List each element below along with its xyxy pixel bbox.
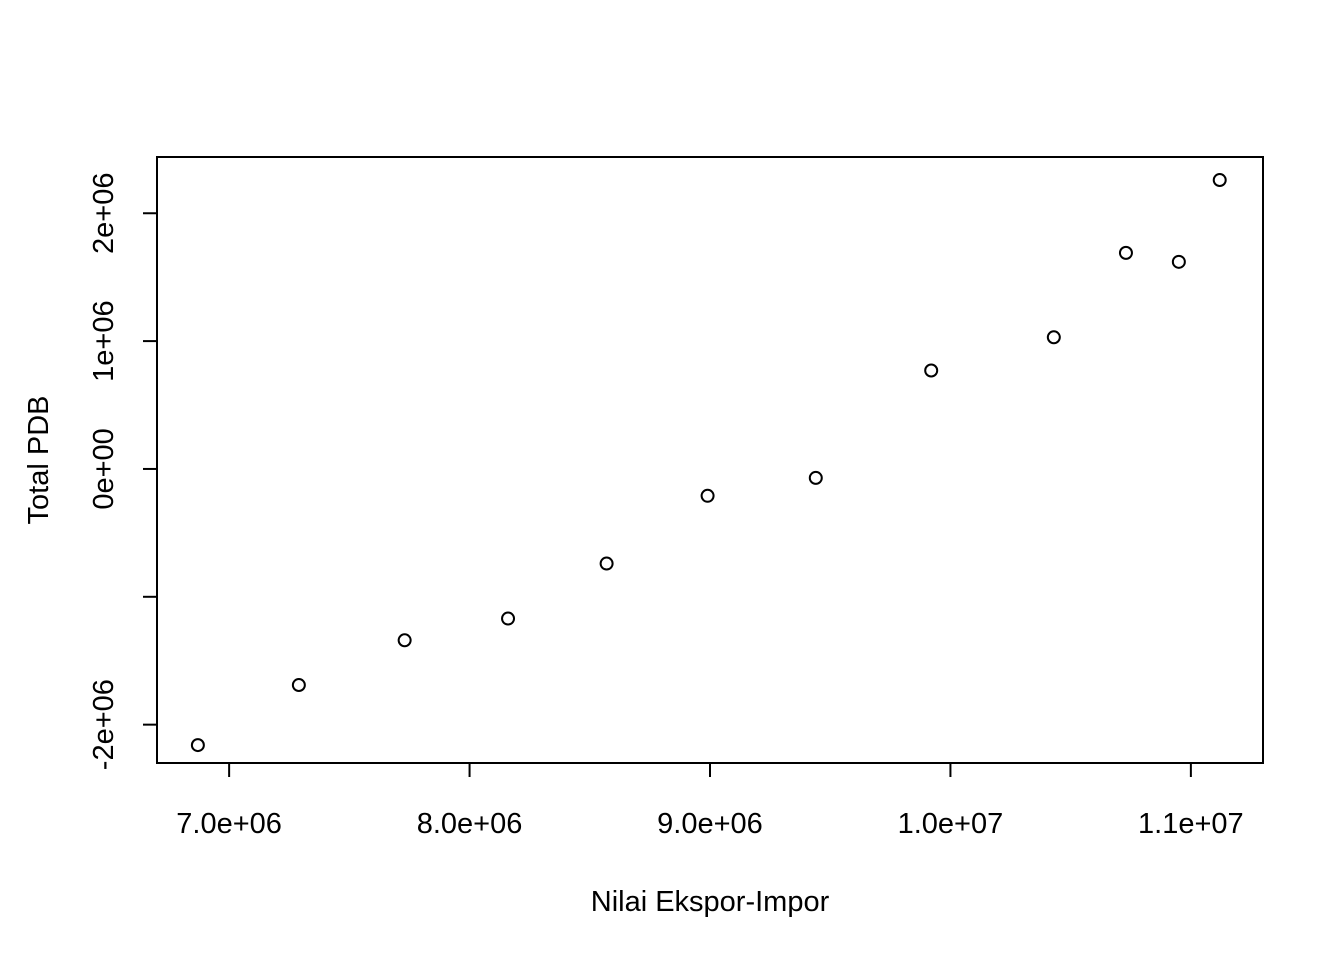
data-point	[1212, 173, 1227, 188]
data-point	[291, 678, 306, 693]
data-point	[924, 363, 939, 378]
x-tick-label: 7.0e+06	[176, 808, 282, 840]
x-tick-label: 1.0e+07	[898, 808, 1004, 840]
x-tick-label: 1.1e+07	[1138, 808, 1244, 840]
y-tick-label: 2e+06	[88, 173, 120, 254]
data-point	[700, 488, 715, 503]
y-tick-label: -2e+06	[88, 679, 120, 770]
data-point	[1171, 254, 1186, 269]
y-axis: -2e+06 0e+00 1e+06 2e+06	[88, 173, 158, 770]
y-tick-label: 1e+06	[88, 300, 120, 381]
data-point	[808, 470, 823, 485]
x-axis-label: Nilai Ekspor-Impor	[591, 886, 830, 918]
data-point	[190, 738, 205, 753]
x-tick-label: 8.0e+06	[417, 808, 523, 840]
data-point	[397, 633, 412, 648]
y-tick-label: 0e+00	[88, 428, 120, 509]
x-tick-label: 9.0e+06	[657, 808, 763, 840]
x-axis: 7.0e+06 8.0e+06 9.0e+06 1.0e+07 1.1e+07	[176, 762, 1244, 840]
data-point	[599, 556, 614, 571]
data-point	[1118, 245, 1133, 260]
plot-frame	[156, 156, 1264, 764]
data-points	[190, 173, 1227, 753]
y-axis-label: Total PDB	[23, 396, 55, 525]
data-point	[1046, 330, 1061, 345]
data-point	[501, 611, 516, 626]
